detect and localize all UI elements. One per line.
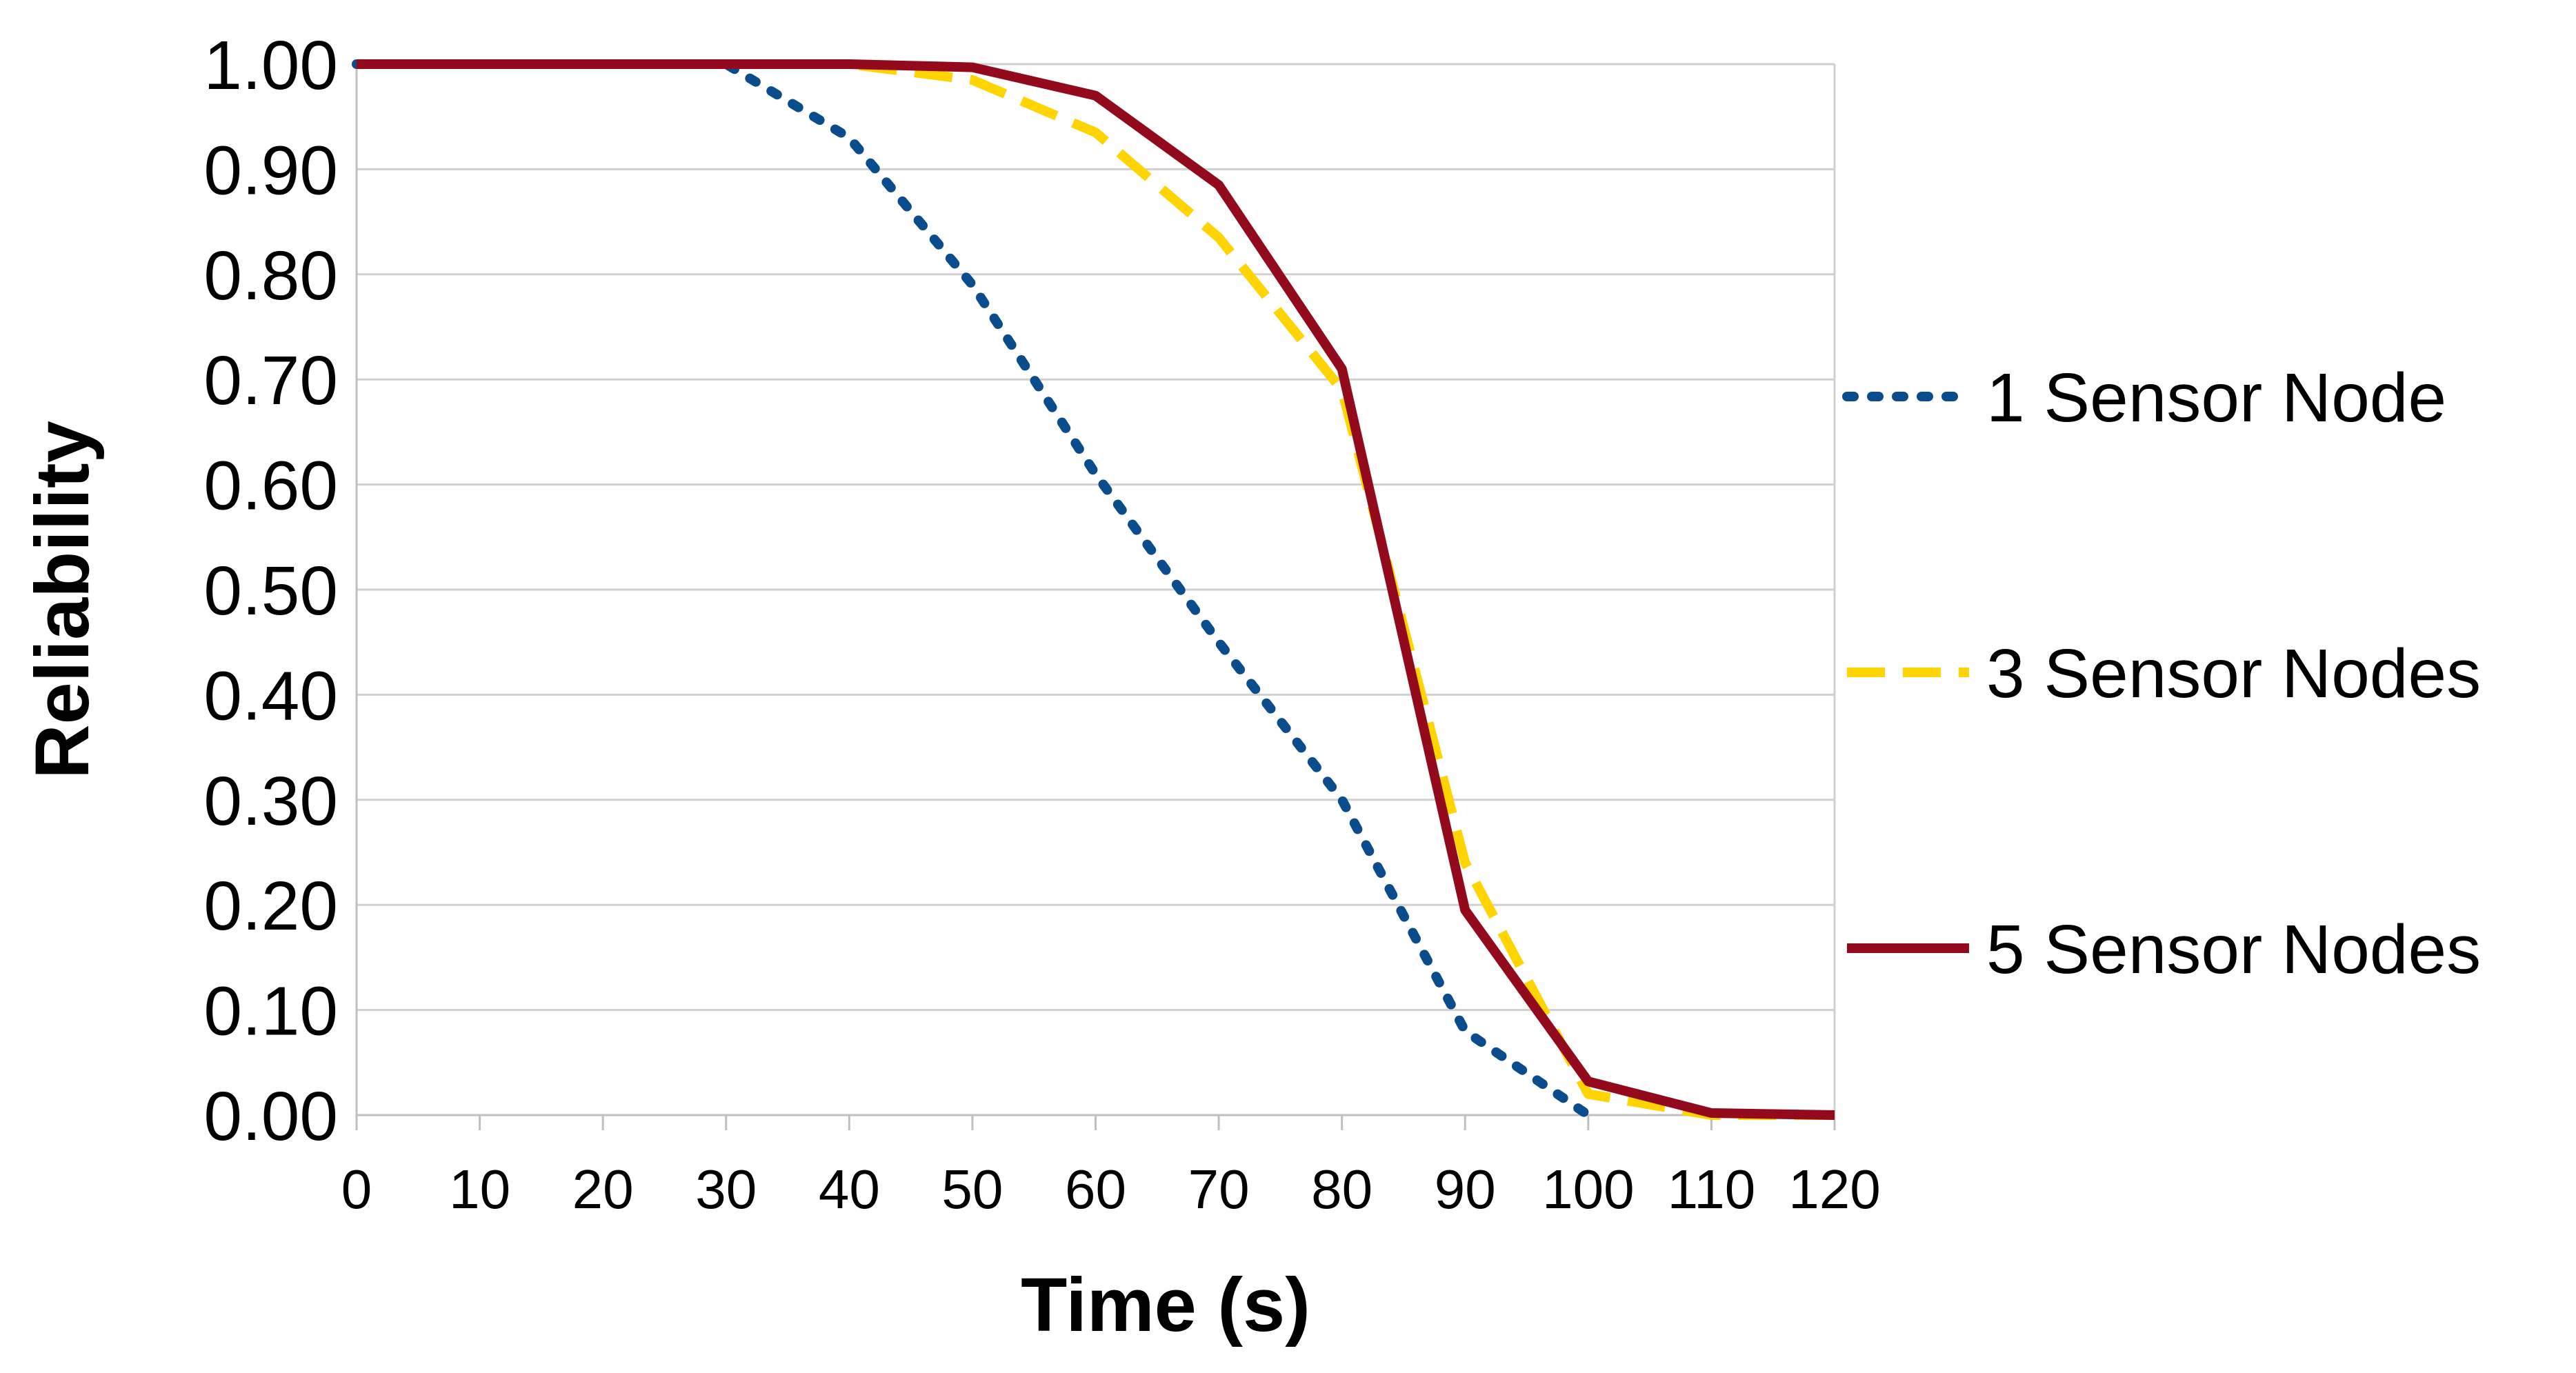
y-tick-label: 0.00 bbox=[203, 1078, 338, 1155]
y-tick-label: 0.90 bbox=[203, 132, 338, 209]
y-tick-label: 0.70 bbox=[203, 342, 338, 419]
y-tick-label: 0.50 bbox=[203, 552, 338, 630]
y-tick-label: 0.60 bbox=[203, 448, 338, 525]
x-tick-labels: 0 10 20 30 40 50 60 70 80 90 100 110 120 bbox=[341, 1159, 1881, 1220]
y-tick-label: 0.20 bbox=[203, 868, 338, 945]
series-line-3 bbox=[357, 59, 1835, 1120]
x-tick-label: 0 bbox=[341, 1159, 372, 1220]
x-tick-label: 10 bbox=[449, 1159, 510, 1220]
y-tick-label: 0.10 bbox=[203, 973, 338, 1050]
legend-label: 3 Sensor Nodes bbox=[1986, 635, 2481, 712]
legend-label: 1 Sensor Node bbox=[1986, 359, 2446, 437]
y-tick-label: 0.80 bbox=[203, 237, 338, 314]
grid-lines bbox=[357, 63, 1836, 1115]
x-tick-label: 90 bbox=[1435, 1159, 1496, 1220]
x-tick-label: 50 bbox=[941, 1159, 1003, 1220]
series-lines bbox=[352, 59, 1835, 1120]
x-tick-label: 100 bbox=[1542, 1159, 1634, 1220]
y-tick-label: 0.40 bbox=[203, 657, 338, 734]
x-tick-label: 60 bbox=[1065, 1159, 1126, 1220]
y-axis-title: Reliability bbox=[20, 421, 105, 779]
x-tick-label: 40 bbox=[819, 1159, 880, 1220]
x-tick-label: 80 bbox=[1311, 1159, 1372, 1220]
y-tick-labels: 0.00 0.10 0.20 0.30 0.40 0.50 0.60 0.70 0.80 0.90… bbox=[203, 27, 338, 1155]
y-tick-label: 0.30 bbox=[203, 763, 338, 840]
x-tick-label: 20 bbox=[572, 1159, 634, 1220]
axes bbox=[355, 64, 1836, 1130]
x-tick-label: 120 bbox=[1788, 1159, 1880, 1220]
y-tick-label: 1.00 bbox=[203, 27, 338, 104]
x-tick-label: 30 bbox=[695, 1159, 757, 1220]
x-tick-label: 70 bbox=[1188, 1159, 1250, 1220]
x-axis-title: Time (s) bbox=[1021, 1263, 1310, 1347]
legend-label: 5 Sensor Nodes bbox=[1986, 911, 2481, 988]
x-tick-label: 110 bbox=[1668, 1159, 1756, 1220]
legend: 1 Sensor Node 3 Sensor Nodes 5 Sensor Node… bbox=[1842, 359, 2481, 988]
